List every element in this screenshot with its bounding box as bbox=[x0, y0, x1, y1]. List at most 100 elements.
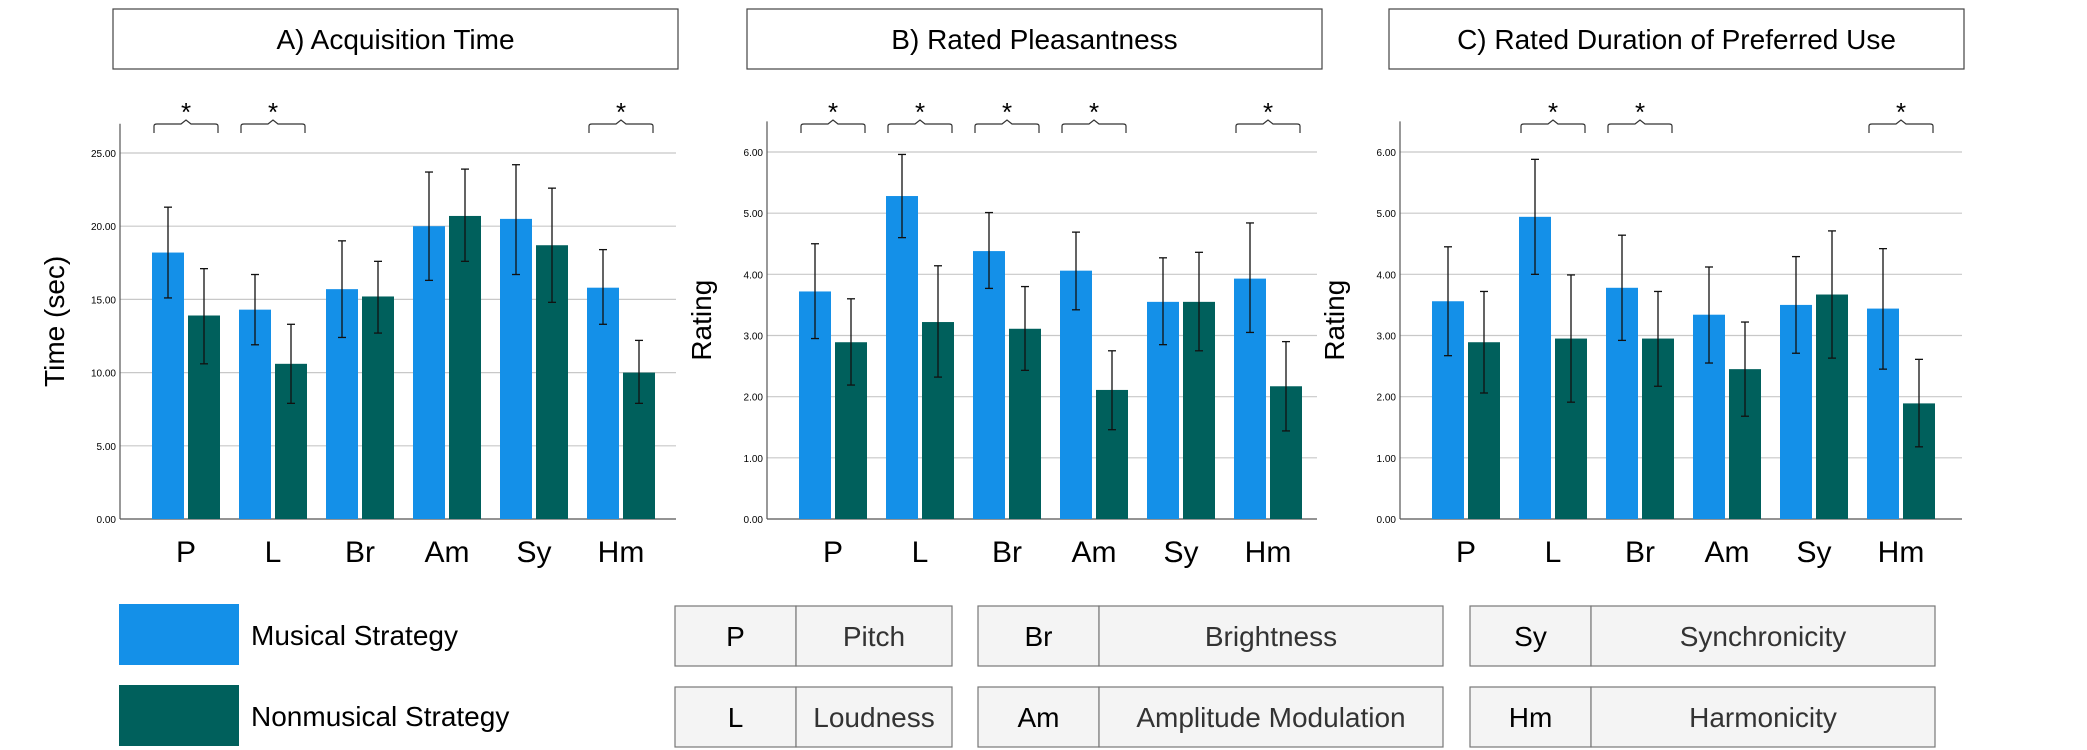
legend-label-musical: Musical Strategy bbox=[251, 620, 458, 651]
y-tick-label: 0.00 bbox=[744, 515, 764, 526]
key-name-p: Pitch bbox=[843, 621, 905, 652]
significance-bracket bbox=[1868, 119, 1934, 133]
significance-bracket bbox=[1607, 119, 1673, 133]
significance-marker: * bbox=[1548, 97, 1558, 127]
y-tick-label: 0.00 bbox=[97, 515, 117, 526]
bar-am-nonmusical bbox=[449, 215, 481, 519]
x-tick-label-p: P bbox=[176, 536, 196, 569]
x-tick-label-br: Br bbox=[992, 536, 1022, 569]
legend-label-nonmusical: Nonmusical Strategy bbox=[251, 701, 509, 732]
bar-am-musical bbox=[1060, 270, 1092, 519]
x-tick-label-p: P bbox=[823, 536, 843, 569]
x-tick-label-l: L bbox=[912, 536, 929, 569]
significance-marker: * bbox=[1089, 97, 1099, 127]
x-tick-label-p: P bbox=[1456, 536, 1476, 569]
significance-bracket bbox=[588, 119, 654, 133]
significance-marker: * bbox=[915, 97, 925, 127]
chart-panel-c: C) Rated Duration of Preferred Use 0.00 1.… bbox=[1319, 8, 1965, 569]
key-name-br: Brightness bbox=[1205, 621, 1337, 652]
chart-title: B) Rated Pleasantness bbox=[891, 24, 1177, 55]
chart-panel-a: A) Acquisition Time 0.00 5.00 10.00 15.00 20.… bbox=[39, 8, 679, 569]
significance-bracket bbox=[1235, 119, 1301, 133]
key-abbr-hm: Hm bbox=[1509, 702, 1553, 733]
key-name-l: Loudness bbox=[813, 702, 934, 733]
key-abbr-cell bbox=[674, 686, 797, 748]
chart-panel-b: B) Rated Pleasantness 0.00 1.00 2.00 3.00 4.0… bbox=[686, 8, 1323, 569]
y-tick-label: 3.00 bbox=[744, 332, 764, 343]
key-name-cell bbox=[1590, 686, 1936, 748]
y-tick-label: 2.00 bbox=[1377, 393, 1397, 404]
key-abbr-cell bbox=[1469, 686, 1592, 748]
bar-br-musical bbox=[973, 251, 1005, 519]
significance-marker: * bbox=[616, 97, 626, 127]
abbreviation-key-table: P Pitch L Loudness Br Brightness Am Amplitude M… bbox=[674, 605, 1936, 748]
key-name-cell bbox=[1590, 605, 1936, 667]
x-tick-label-hm: Hm bbox=[1878, 536, 1925, 569]
y-tick-label: 4.00 bbox=[744, 270, 764, 281]
chart-title-box bbox=[1388, 8, 1965, 70]
y-axis-label: Rating bbox=[686, 280, 717, 361]
x-tick-label-am: Am bbox=[1705, 536, 1750, 569]
x-tick-label-am: Am bbox=[1072, 536, 1117, 569]
significance-bracket bbox=[974, 119, 1040, 133]
y-tick-label: 5.00 bbox=[1377, 209, 1397, 220]
x-tick-label-am: Am bbox=[425, 536, 470, 569]
significance-bracket bbox=[153, 119, 219, 133]
y-tick-label: 0.00 bbox=[1377, 515, 1397, 526]
x-tick-label-hm: Hm bbox=[598, 536, 645, 569]
y-axis-label: Time (sec) bbox=[39, 256, 70, 387]
x-tick-label-l: L bbox=[265, 536, 282, 569]
key-abbr-am: Am bbox=[1018, 702, 1060, 733]
legend-swatch-nonmusical bbox=[119, 685, 239, 746]
key-abbr-cell bbox=[977, 605, 1100, 667]
y-tick-label: 25.00 bbox=[91, 149, 116, 160]
bar-l-musical bbox=[886, 196, 918, 520]
key-name-cell bbox=[795, 605, 953, 667]
significance-bracket bbox=[240, 119, 306, 133]
key-name-am: Amplitude Modulation bbox=[1136, 702, 1405, 733]
y-tick-label: 5.00 bbox=[744, 209, 764, 220]
x-tick-label-sy: Sy bbox=[516, 536, 551, 569]
key-name-sy: Synchronicity bbox=[1680, 621, 1847, 652]
significance-bracket bbox=[1520, 119, 1586, 133]
y-tick-label: 6.00 bbox=[1377, 148, 1397, 159]
key-name-cell bbox=[1098, 686, 1444, 748]
y-tick-label: 20.00 bbox=[91, 222, 116, 233]
legend-swatch-musical bbox=[119, 604, 239, 665]
y-tick-label: 15.00 bbox=[91, 295, 116, 306]
y-tick-label: 1.00 bbox=[744, 454, 764, 465]
chart-title: C) Rated Duration of Preferred Use bbox=[1457, 24, 1896, 55]
legend: Musical Strategy Nonmusical Strategy bbox=[119, 604, 509, 746]
key-abbr-sy: Sy bbox=[1514, 621, 1547, 652]
y-tick-label: 3.00 bbox=[1377, 332, 1397, 343]
significance-marker: * bbox=[1896, 97, 1906, 127]
key-abbr-cell bbox=[1469, 605, 1592, 667]
significance-marker: * bbox=[1002, 97, 1012, 127]
key-abbr-br: Br bbox=[1025, 621, 1053, 652]
key-abbr-p: P bbox=[726, 621, 745, 652]
x-tick-label-hm: Hm bbox=[1245, 536, 1292, 569]
significance-bracket bbox=[800, 119, 866, 133]
significance-marker: * bbox=[828, 97, 838, 127]
y-tick-label: 10.00 bbox=[91, 369, 116, 380]
chart-title: A) Acquisition Time bbox=[276, 24, 514, 55]
x-tick-label-sy: Sy bbox=[1163, 536, 1198, 569]
x-tick-label-sy: Sy bbox=[1796, 536, 1831, 569]
significance-bracket bbox=[887, 119, 953, 133]
significance-marker: * bbox=[1635, 97, 1645, 127]
significance-marker: * bbox=[268, 97, 278, 127]
key-name-hm: Harmonicity bbox=[1689, 702, 1837, 733]
key-name-cell bbox=[795, 686, 953, 748]
bar-hm-musical bbox=[587, 287, 619, 519]
significance-marker: * bbox=[181, 97, 191, 127]
key-abbr-cell bbox=[674, 605, 797, 667]
y-axis-label: Rating bbox=[1319, 280, 1350, 361]
x-tick-label-br: Br bbox=[345, 536, 375, 569]
chart-title-box bbox=[112, 8, 679, 70]
y-tick-label: 4.00 bbox=[1377, 270, 1397, 281]
key-abbr-l: L bbox=[728, 702, 744, 733]
y-tick-label: 1.00 bbox=[1377, 454, 1397, 465]
y-tick-label: 2.00 bbox=[744, 393, 764, 404]
x-tick-label-br: Br bbox=[1625, 536, 1655, 569]
